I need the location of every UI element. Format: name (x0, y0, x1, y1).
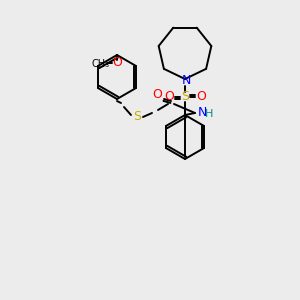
Text: S: S (181, 91, 189, 103)
Text: O: O (152, 88, 162, 101)
Text: H: H (205, 109, 213, 119)
Text: CH₃: CH₃ (92, 59, 110, 69)
Text: S: S (133, 110, 141, 124)
Text: O: O (196, 91, 206, 103)
Text: O: O (112, 56, 122, 70)
Text: N: N (197, 106, 207, 119)
Text: O: O (164, 91, 174, 103)
Text: N: N (181, 74, 191, 86)
